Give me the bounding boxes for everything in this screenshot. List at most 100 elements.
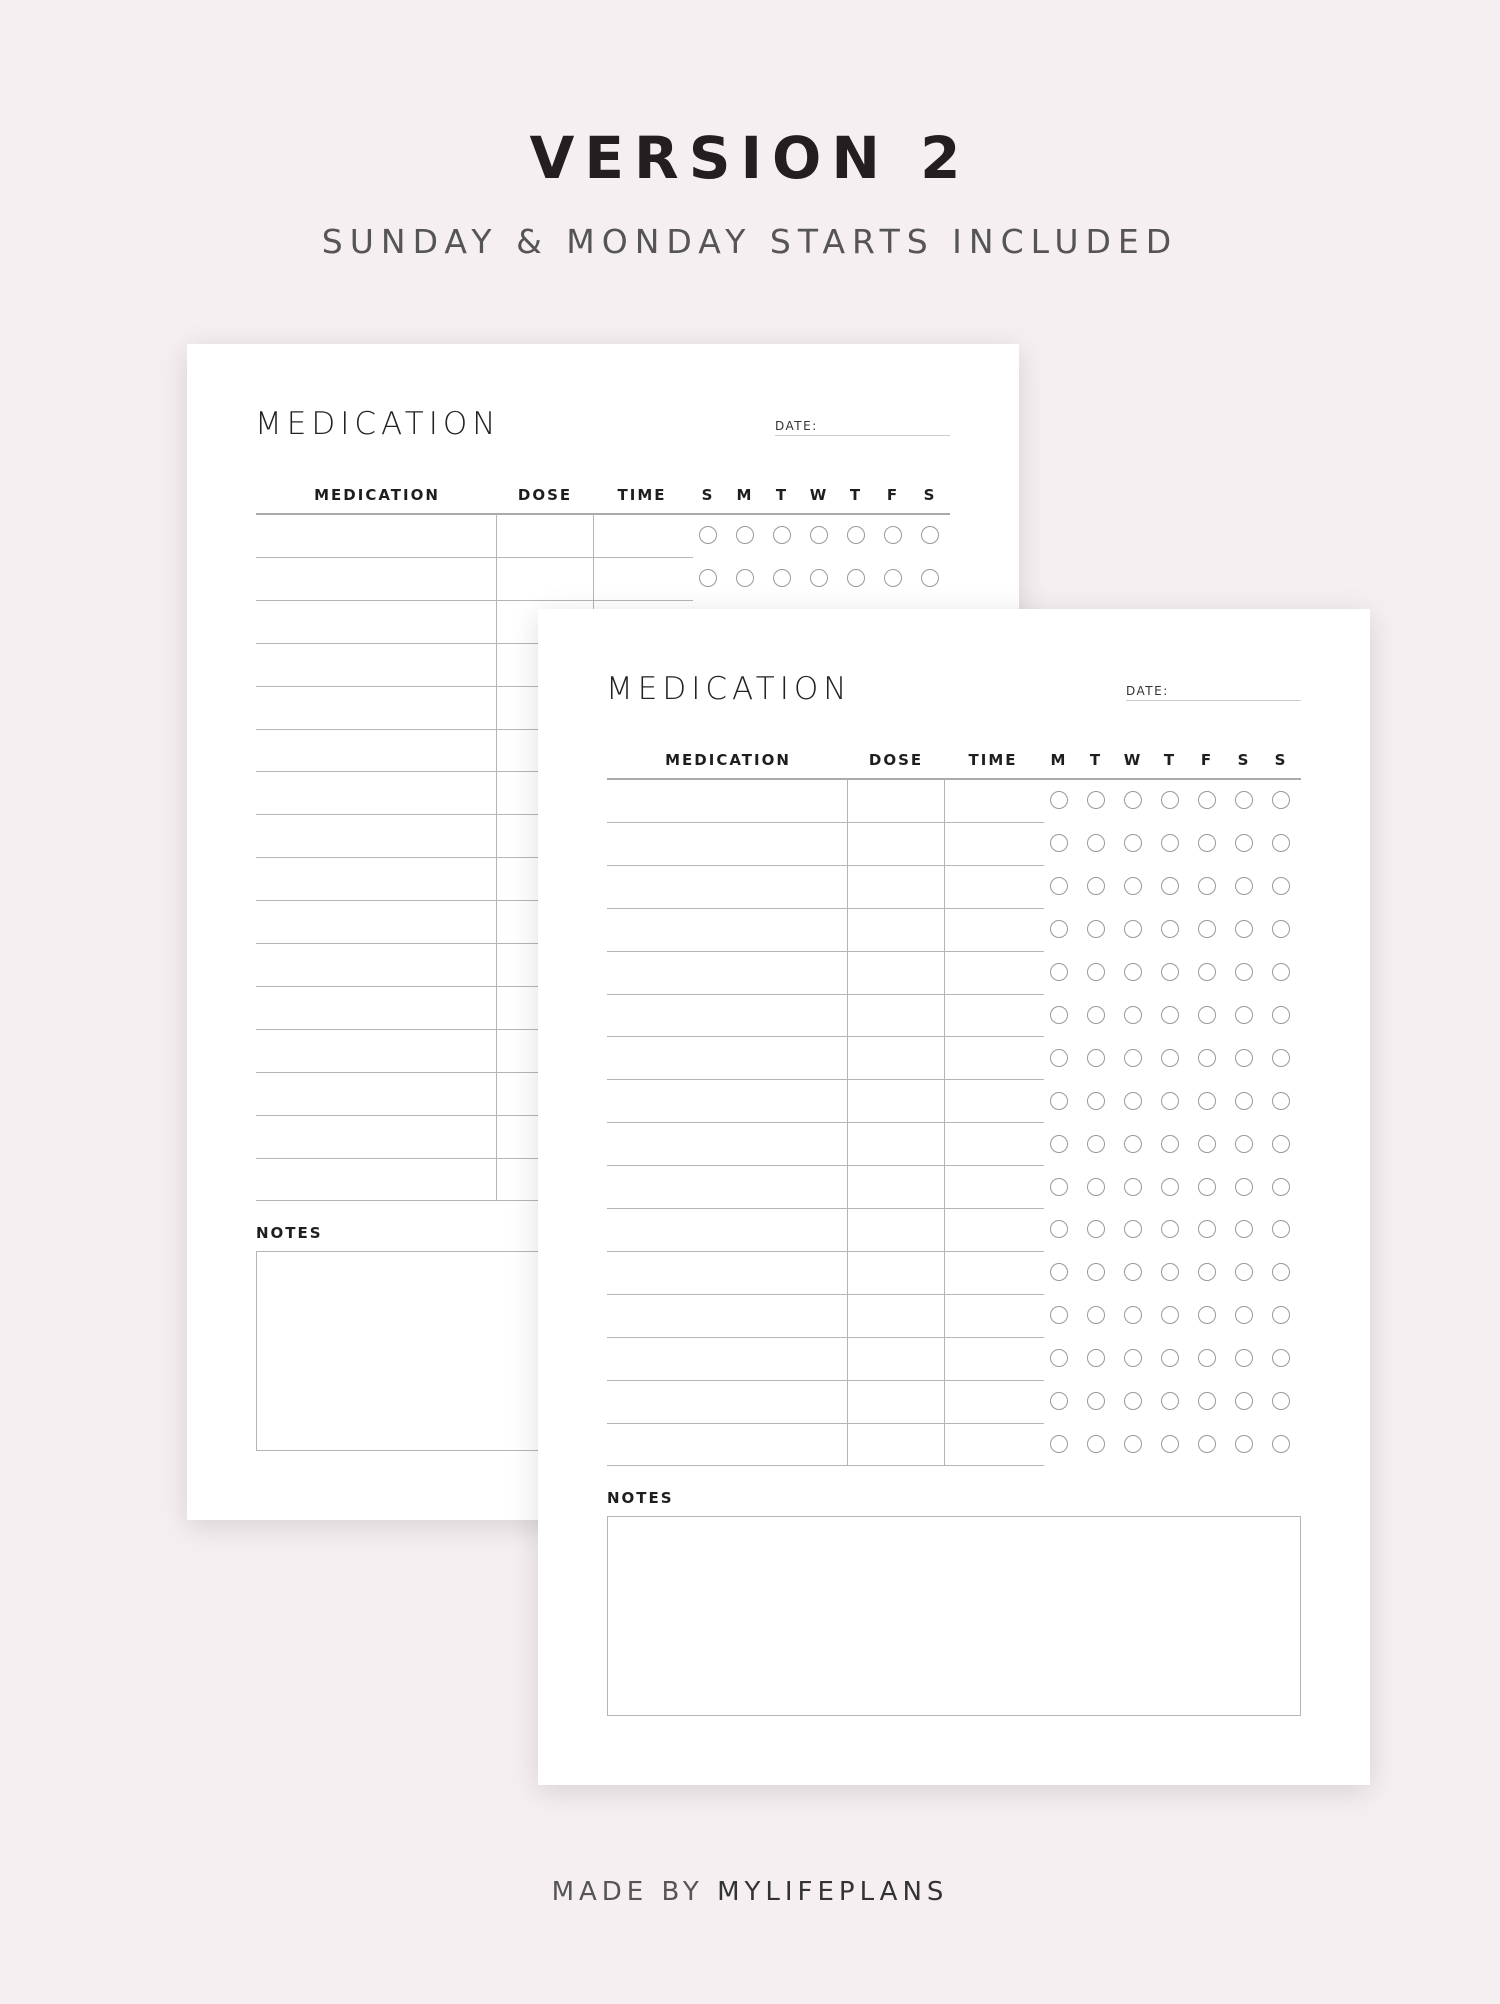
day-checkbox[interactable]: [1161, 1220, 1179, 1238]
day-checkbox[interactable]: [1272, 1435, 1290, 1453]
day-checkbox[interactable]: [1161, 1392, 1179, 1410]
day-checkbox[interactable]: [1235, 920, 1253, 938]
day-checkbox[interactable]: [1235, 1435, 1253, 1453]
day-checkbox[interactable]: [1087, 834, 1105, 852]
day-checkbox[interactable]: [1235, 1135, 1253, 1153]
day-checkbox[interactable]: [1050, 877, 1068, 895]
day-checkbox[interactable]: [1272, 1263, 1290, 1281]
date-field[interactable]: [775, 435, 950, 436]
day-checkbox[interactable]: [1050, 1435, 1068, 1453]
day-checkbox[interactable]: [1235, 1049, 1253, 1067]
day-checkbox[interactable]: [1198, 1092, 1216, 1110]
day-checkbox[interactable]: [1198, 1006, 1216, 1024]
day-checkbox[interactable]: [1272, 834, 1290, 852]
day-checkbox[interactable]: [1272, 963, 1290, 981]
day-checkbox[interactable]: [1161, 1092, 1179, 1110]
day-checkbox[interactable]: [1087, 1006, 1105, 1024]
day-checkbox[interactable]: [1124, 1306, 1142, 1324]
day-checkbox[interactable]: [1050, 1306, 1068, 1324]
day-checkbox[interactable]: [1272, 1220, 1290, 1238]
day-checkbox[interactable]: [1087, 1092, 1105, 1110]
day-checkbox[interactable]: [1124, 834, 1142, 852]
day-checkbox[interactable]: [884, 526, 902, 544]
day-checkbox[interactable]: [1087, 920, 1105, 938]
day-checkbox[interactable]: [1272, 1049, 1290, 1067]
day-checkbox[interactable]: [1050, 1135, 1068, 1153]
day-checkbox[interactable]: [1124, 1006, 1142, 1024]
notes-box[interactable]: [607, 1516, 1301, 1716]
day-checkbox[interactable]: [1198, 1392, 1216, 1410]
day-checkbox[interactable]: [1161, 920, 1179, 938]
day-checkbox[interactable]: [736, 526, 754, 544]
day-checkbox[interactable]: [1161, 1135, 1179, 1153]
day-checkbox[interactable]: [1124, 1135, 1142, 1153]
day-checkbox[interactable]: [1050, 834, 1068, 852]
day-checkbox[interactable]: [1235, 1263, 1253, 1281]
day-checkbox[interactable]: [1198, 1349, 1216, 1367]
day-checkbox[interactable]: [1198, 1049, 1216, 1067]
day-checkbox[interactable]: [773, 569, 791, 587]
day-checkbox[interactable]: [1087, 791, 1105, 809]
day-checkbox[interactable]: [1124, 920, 1142, 938]
day-checkbox[interactable]: [736, 569, 754, 587]
day-checkbox[interactable]: [1161, 963, 1179, 981]
day-checkbox[interactable]: [1272, 1349, 1290, 1367]
day-checkbox[interactable]: [1050, 791, 1068, 809]
day-checkbox[interactable]: [1087, 1263, 1105, 1281]
day-checkbox[interactable]: [847, 526, 865, 544]
day-checkbox[interactable]: [1235, 1392, 1253, 1410]
day-checkbox[interactable]: [1124, 1092, 1142, 1110]
day-checkbox[interactable]: [1050, 1178, 1068, 1196]
day-checkbox[interactable]: [1050, 1220, 1068, 1238]
day-checkbox[interactable]: [1124, 1392, 1142, 1410]
day-checkbox[interactable]: [1050, 1392, 1068, 1410]
day-checkbox[interactable]: [1087, 1349, 1105, 1367]
day-checkbox[interactable]: [699, 526, 717, 544]
day-checkbox[interactable]: [1198, 1435, 1216, 1453]
day-checkbox[interactable]: [1161, 1435, 1179, 1453]
day-checkbox[interactable]: [1198, 877, 1216, 895]
day-checkbox[interactable]: [1235, 1006, 1253, 1024]
day-checkbox[interactable]: [921, 526, 939, 544]
day-checkbox[interactable]: [1272, 1092, 1290, 1110]
day-checkbox[interactable]: [1161, 791, 1179, 809]
day-checkbox[interactable]: [1050, 1263, 1068, 1281]
day-checkbox[interactable]: [1235, 1306, 1253, 1324]
day-checkbox[interactable]: [1198, 920, 1216, 938]
day-checkbox[interactable]: [1087, 1392, 1105, 1410]
day-checkbox[interactable]: [1198, 834, 1216, 852]
day-checkbox[interactable]: [1198, 1220, 1216, 1238]
day-checkbox[interactable]: [1272, 1306, 1290, 1324]
day-checkbox[interactable]: [1050, 1049, 1068, 1067]
day-checkbox[interactable]: [1050, 920, 1068, 938]
day-checkbox[interactable]: [1235, 1092, 1253, 1110]
day-checkbox[interactable]: [847, 569, 865, 587]
day-checkbox[interactable]: [1087, 1049, 1105, 1067]
day-checkbox[interactable]: [1161, 1006, 1179, 1024]
day-checkbox[interactable]: [1087, 1435, 1105, 1453]
day-checkbox[interactable]: [1272, 920, 1290, 938]
day-checkbox[interactable]: [1050, 963, 1068, 981]
day-checkbox[interactable]: [1272, 791, 1290, 809]
day-checkbox[interactable]: [1161, 877, 1179, 895]
day-checkbox[interactable]: [1235, 1178, 1253, 1196]
day-checkbox[interactable]: [1235, 963, 1253, 981]
day-checkbox[interactable]: [1161, 1306, 1179, 1324]
day-checkbox[interactable]: [1198, 1306, 1216, 1324]
day-checkbox[interactable]: [1198, 1263, 1216, 1281]
day-checkbox[interactable]: [1124, 963, 1142, 981]
day-checkbox[interactable]: [1087, 1135, 1105, 1153]
day-checkbox[interactable]: [1161, 1263, 1179, 1281]
day-checkbox[interactable]: [1272, 1392, 1290, 1410]
day-checkbox[interactable]: [1198, 1135, 1216, 1153]
day-checkbox[interactable]: [1235, 834, 1253, 852]
day-checkbox[interactable]: [1161, 1178, 1179, 1196]
day-checkbox[interactable]: [1235, 1349, 1253, 1367]
day-checkbox[interactable]: [810, 569, 828, 587]
day-checkbox[interactable]: [699, 569, 717, 587]
day-checkbox[interactable]: [921, 569, 939, 587]
day-checkbox[interactable]: [1124, 1263, 1142, 1281]
day-checkbox[interactable]: [1124, 1178, 1142, 1196]
day-checkbox[interactable]: [1198, 1178, 1216, 1196]
day-checkbox[interactable]: [1087, 1306, 1105, 1324]
